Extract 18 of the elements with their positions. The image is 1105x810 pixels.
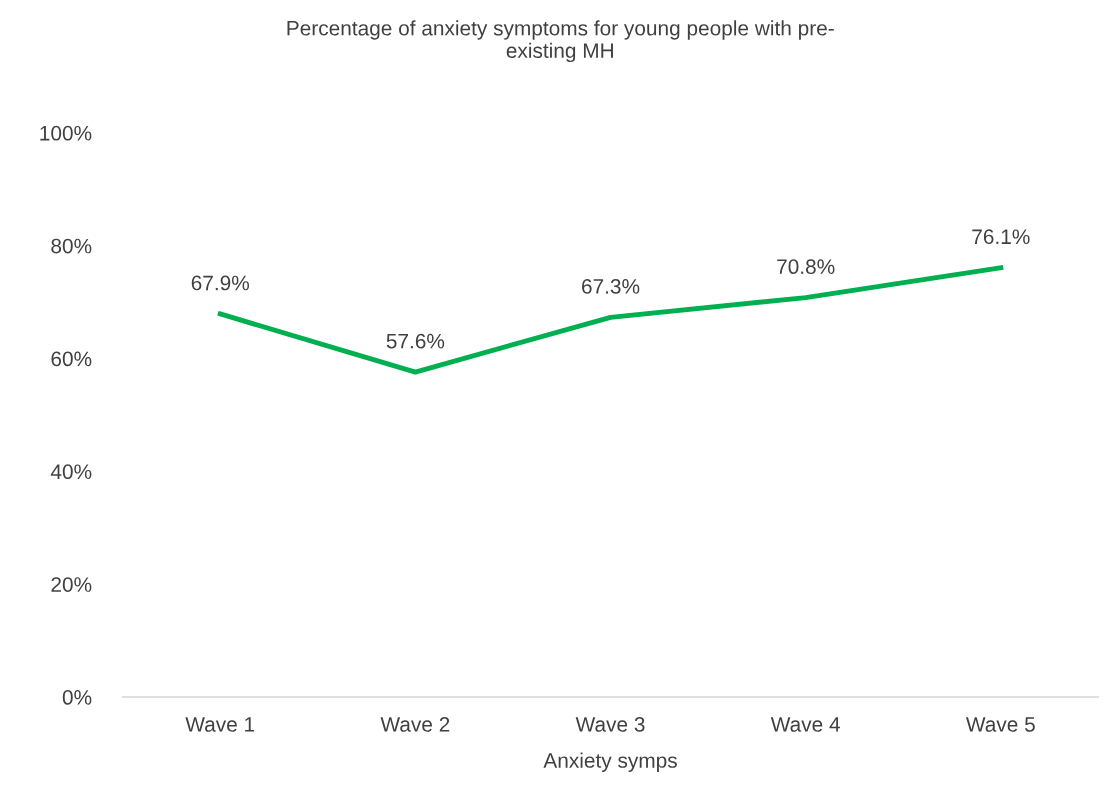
- y-tick-label: 60%: [51, 351, 92, 367]
- y-tick-label: 0%: [62, 690, 92, 705]
- x-tick-label: Wave 4: [770, 717, 840, 732]
- y-tick-label: 40%: [50, 464, 92, 480]
- data-label: 76.1%: [972, 229, 1030, 245]
- data-label: 57.6%: [386, 333, 445, 349]
- x-tick-label: Wave 5: [965, 717, 1035, 732]
- y-tick-label: 100%: [40, 125, 92, 141]
- y-tick-label: 80%: [51, 238, 92, 254]
- y-tick-label: 20%: [51, 577, 92, 592]
- data-label: 67.3%: [582, 279, 640, 294]
- x-tick-label: Wave 1: [185, 717, 255, 732]
- data-label: 70.8%: [777, 259, 835, 275]
- chart-title: Percentage of anxiety symptoms for young people with pre- existing MH: [287, 20, 834, 63]
- x-axis-title: Anxiety symps: [543, 752, 677, 772]
- x-tick-label: Wave 3: [575, 717, 645, 732]
- data-label: 67.9%: [191, 275, 250, 291]
- x-tick-label: Wave 2: [380, 717, 450, 732]
